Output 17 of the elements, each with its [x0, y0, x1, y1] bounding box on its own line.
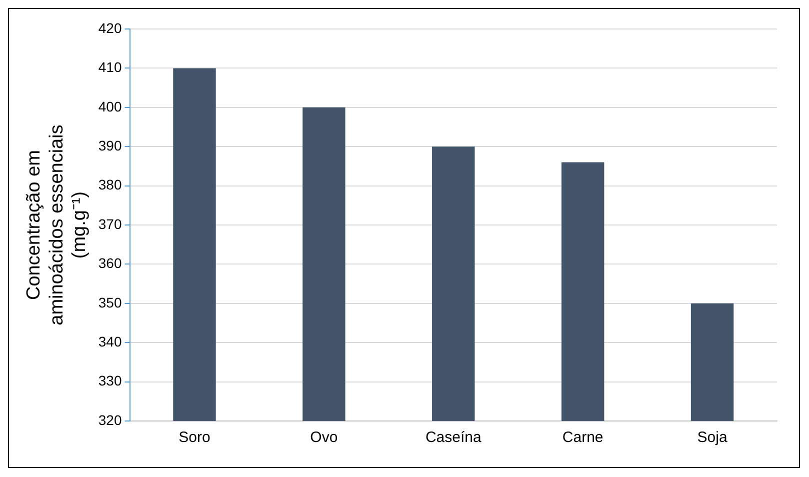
- x-tick-label: Ovo: [310, 429, 338, 446]
- x-tick-label: Soja: [697, 429, 728, 446]
- y-tick-label: 390: [98, 137, 122, 154]
- x-tick-label: Carne: [562, 429, 604, 446]
- y-tick-label: 370: [98, 216, 122, 232]
- y-tick-label: 360: [98, 255, 122, 272]
- y-tick-label: 380: [98, 176, 122, 193]
- x-tick-label: Soro: [178, 429, 210, 446]
- x-tick-label: Caseína: [425, 429, 482, 446]
- y-tick-label: 330: [98, 372, 122, 389]
- y-tick-label: 410: [98, 59, 122, 76]
- y-axis-title: Concentração em aminoácidos essenciais (mg.g⁻¹): [24, 124, 90, 326]
- y-tick-label: 350: [98, 294, 122, 310]
- y-tick-label: 320: [98, 412, 122, 428]
- y-tick-label: 400: [98, 98, 122, 114]
- y-tick-label: 420: [98, 20, 122, 36]
- y-tick-label: 340: [98, 333, 122, 350]
